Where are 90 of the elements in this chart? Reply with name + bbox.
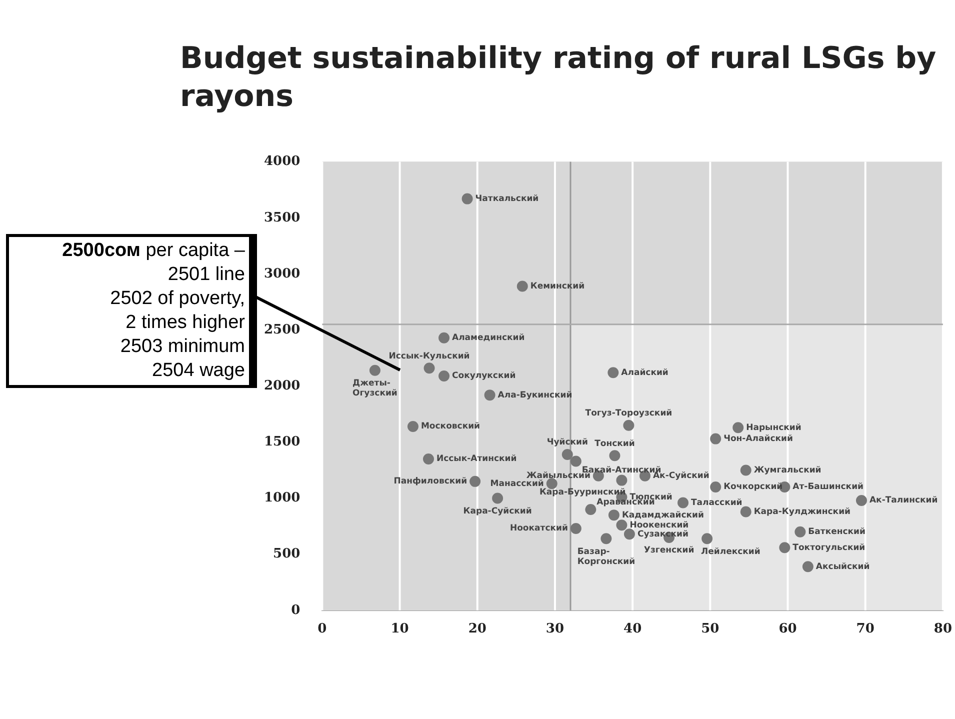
y-tick-label: 3500: [264, 210, 300, 226]
annotation: Ак-Суйский: [652, 471, 710, 482]
point: [624, 528, 635, 540]
x-tick-label: 60: [778, 622, 797, 637]
annotation: Ак-Талинский: [869, 496, 938, 506]
point: [369, 364, 380, 376]
point: [740, 464, 752, 476]
y-tick-label: 500: [273, 546, 300, 562]
annotation: Нарынский: [746, 422, 802, 433]
annotation: Сокулукский: [452, 371, 516, 382]
point: [802, 561, 814, 572]
annotation: Чон-Алайский: [724, 434, 793, 444]
point: [794, 526, 806, 538]
y-tick-label: 4000: [264, 154, 300, 170]
point: [562, 449, 573, 460]
x-tick-label: 10: [390, 622, 409, 637]
chart-title: Budget sustainability rating of rural LSGs by rayons: [180, 40, 938, 116]
annotation: Джеты- Огузский: [352, 378, 398, 399]
point: [623, 420, 634, 431]
annotation: Манасский: [490, 478, 544, 489]
annotation: Араванский: [596, 498, 655, 508]
point: [732, 422, 744, 434]
y-tick-label: 1500: [264, 434, 300, 450]
point: [710, 482, 722, 493]
point: [608, 367, 619, 378]
annotation: Аламединский: [452, 333, 525, 344]
point: [779, 542, 790, 554]
point: [492, 492, 504, 504]
annotation: Ноокенский: [630, 520, 689, 530]
annotation: Лейлекский: [701, 546, 760, 557]
annotation: Токтогульский: [792, 542, 866, 553]
point: [438, 370, 450, 382]
annotation: Кара-Бууринский: [539, 488, 626, 498]
point: [856, 494, 867, 506]
x-tick-label: 80: [934, 622, 952, 637]
annotation: Ноокатский: [510, 524, 568, 534]
point: [484, 390, 496, 401]
y-tick-label: 2500: [264, 322, 300, 338]
annotation: Кадамджайский: [622, 510, 704, 520]
point: [462, 193, 473, 204]
point: [616, 474, 628, 486]
annotation: Ат-Башинский: [792, 482, 864, 492]
annotation: Иссык-Атинский: [436, 454, 517, 464]
x-tick-label: 0: [318, 622, 327, 637]
y-tick-label: 2000: [264, 378, 300, 394]
point: [740, 506, 752, 518]
point: [570, 456, 582, 467]
annotation: Кара-Суйский: [463, 506, 532, 516]
annotation: Чаткальский: [475, 194, 539, 204]
annotation: Московский: [420, 422, 480, 432]
point: [609, 450, 620, 462]
point: [470, 476, 481, 487]
annotation: Кара-Кулджинский: [754, 506, 851, 517]
annotation: Кеминский: [530, 281, 585, 292]
x-tick-label: 40: [624, 622, 642, 637]
annotation: Тонский: [594, 438, 635, 449]
point: [407, 420, 418, 432]
annotation: Иссык-Кульский: [388, 351, 470, 362]
x-tick-label: 50: [701, 622, 720, 637]
y-tick-label: 1000: [264, 490, 300, 506]
annotation: Чуйский: [546, 438, 588, 448]
annotation: Жайыльский: [526, 471, 590, 482]
annotation: Ала-Букинский: [498, 390, 572, 400]
point: [570, 523, 582, 534]
point: [608, 510, 620, 521]
point: [424, 362, 435, 374]
point: [585, 504, 596, 515]
annotation: Узгенский: [644, 546, 694, 556]
point: [422, 454, 434, 464]
x-tick-label: 70: [856, 622, 874, 637]
point: [710, 433, 722, 444]
text: 2500сом per capita – 2501 line 2502 of poverty, 2 times higher 2503 minimum 2504 wage: [6, 234, 257, 388]
point: [438, 332, 450, 344]
y-tick-label: 3000: [264, 266, 300, 282]
point: [702, 533, 713, 544]
annotation: Баткенский: [808, 527, 866, 538]
annotation: Жумгальский: [754, 465, 822, 476]
annotation: Аксыйский: [816, 562, 870, 572]
annotation: Таласский: [691, 498, 742, 508]
x-tick-label: 30: [546, 622, 564, 637]
point: [600, 533, 612, 544]
x-tick-label: 20: [468, 622, 486, 637]
annotation: Базар- Коргонский: [577, 546, 636, 567]
point: [516, 280, 528, 292]
y-tick-label: 0: [291, 602, 300, 618]
point: [678, 497, 689, 508]
annotation: Алайский: [621, 368, 668, 378]
point: [616, 520, 628, 531]
annotation: Тогуз-Тороузский: [585, 408, 672, 419]
annotation: Панфиловский: [394, 476, 468, 487]
